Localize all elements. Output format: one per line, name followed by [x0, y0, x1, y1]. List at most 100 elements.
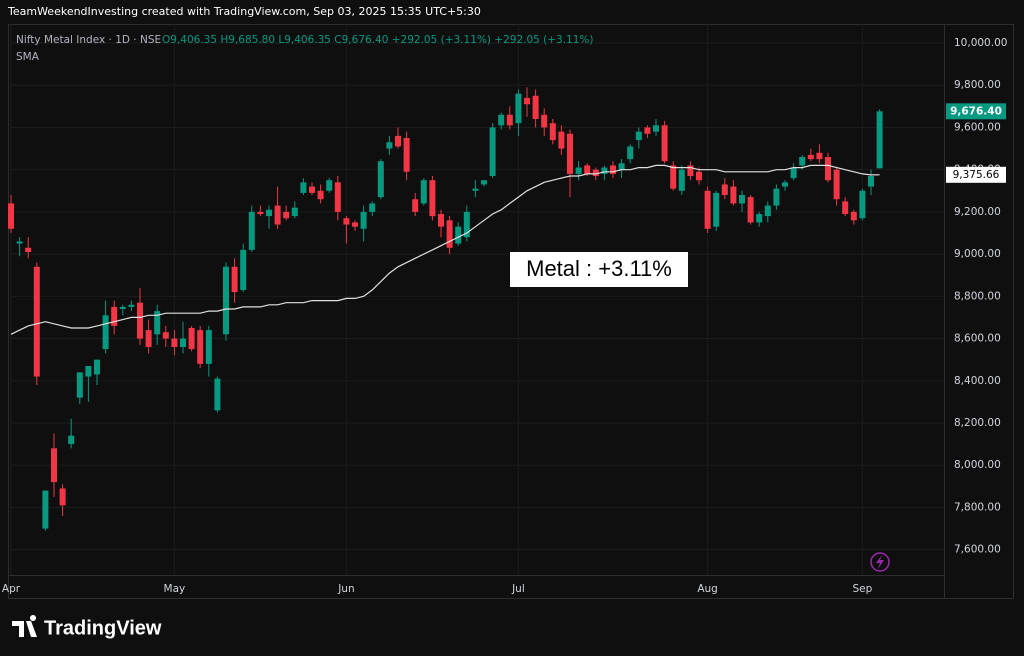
- candle-body: [807, 154, 814, 160]
- candle-body: [850, 211, 857, 221]
- candle-body: [790, 167, 797, 179]
- ohlc-legend: O9,406.35 H9,685.80 L9,406.35 C9,676.40 …: [162, 34, 594, 46]
- candle-body: [644, 127, 651, 134]
- candle-body: [274, 205, 281, 225]
- candle-body: [395, 135, 401, 147]
- candle-body: [119, 306, 126, 309]
- candle-body: [653, 125, 659, 132]
- candle-body: [76, 372, 83, 398]
- candle-body: [438, 214, 444, 227]
- last-price-tag: [946, 103, 1006, 120]
- sma-tag: [946, 166, 1006, 183]
- candle-body: [403, 138, 410, 172]
- candle-body: [773, 188, 780, 206]
- candle-body: [610, 165, 616, 174]
- candle-body: [549, 123, 556, 141]
- candle-body: [687, 165, 694, 176]
- candle-body: [592, 169, 599, 176]
- candle-body: [162, 332, 169, 339]
- candle-body: [317, 190, 324, 200]
- brand-logo: [12, 615, 37, 637]
- annotation-box: [510, 252, 688, 287]
- candle-body: [618, 163, 625, 170]
- candle-body: [154, 311, 161, 335]
- candle-body: [661, 125, 668, 162]
- x-tick-label: Jun: [337, 583, 354, 595]
- candle-body: [876, 111, 883, 169]
- candle-body: [481, 180, 487, 185]
- annotation: Metal : +3.11%: [526, 256, 672, 281]
- y-tick-label: 8,400.00: [954, 375, 1001, 387]
- candle-body: [713, 192, 720, 227]
- candle-body: [360, 211, 367, 229]
- candle-body: [584, 165, 591, 174]
- alert-icon[interactable]: [870, 552, 890, 572]
- symbol-title: Nifty Metal Index · 1D · NSE: [16, 34, 161, 46]
- grid: [8, 24, 944, 575]
- y-tick-label: 7,600.00: [954, 544, 1001, 556]
- candle-body: [756, 214, 763, 223]
- candle-body: [842, 201, 849, 214]
- candle-body: [137, 302, 143, 339]
- candle-body: [730, 186, 737, 204]
- candle-body: [266, 209, 272, 217]
- candle-body: [455, 226, 462, 244]
- candle-body: [833, 169, 840, 200]
- candle-body: [197, 330, 204, 364]
- candle-body: [240, 249, 247, 290]
- candle-body: [696, 171, 702, 181]
- candle-body: [25, 247, 32, 252]
- header: TeamWeekendInvesting created with Tradin…: [7, 5, 481, 18]
- candle-body: [541, 114, 548, 128]
- labels: 7,600.00 7,800.00 8,000.00 8,200.00 8,400.00…: [2, 37, 1008, 595]
- candle-body: [386, 142, 393, 149]
- frame: [8, 24, 1014, 599]
- y-tick-label: 9,600.00: [954, 121, 1001, 133]
- candle-body: [188, 328, 195, 350]
- last-price-label: 9,676.40: [950, 105, 1002, 117]
- candle-body: [223, 266, 229, 335]
- candle-body: [33, 266, 40, 377]
- candle-body: [205, 330, 212, 364]
- candle-body: [145, 330, 152, 347]
- x-tick-label: Apr: [2, 583, 21, 595]
- candle-body: [498, 114, 505, 126]
- candle-body: [85, 366, 92, 377]
- candle-body: [59, 488, 66, 506]
- alert-bolt: [876, 555, 884, 569]
- candle-body: [283, 211, 290, 219]
- candle-body: [16, 241, 23, 244]
- brand: TradingView: [44, 617, 162, 639]
- sma-line: [10, 164, 880, 335]
- candle-body: [515, 93, 522, 124]
- candle-body: [326, 180, 333, 191]
- candle-body: [128, 304, 135, 307]
- y-tick-label: 7,800.00: [954, 501, 1001, 513]
- y-tick-label: 9,200.00: [954, 206, 1001, 218]
- x-tick-label: Aug: [697, 583, 718, 595]
- candle-body: [532, 95, 539, 119]
- candle-body: [300, 182, 307, 193]
- y-tick-label: 9,800.00: [954, 79, 1001, 91]
- candle-body: [42, 490, 49, 529]
- candle-body: [94, 359, 100, 375]
- x-tick-label: May: [164, 583, 186, 595]
- sma-label: 9,375.66: [953, 169, 1000, 181]
- x-tick-label: Sep: [853, 583, 873, 595]
- candle-body: [799, 157, 806, 166]
- candle-body: [420, 180, 427, 204]
- candle-body: [472, 188, 479, 191]
- candle-body: [825, 157, 831, 181]
- marks: [8, 87, 883, 531]
- candle-body: [446, 220, 453, 248]
- candle-body: [463, 211, 470, 238]
- y-tick-label: 8,200.00: [954, 417, 1001, 429]
- candle-body: [567, 133, 573, 174]
- candle-body: [231, 266, 238, 293]
- candle-body: [489, 127, 496, 176]
- candle-body: [102, 315, 109, 350]
- candle-body: [558, 131, 565, 149]
- candle-body: [524, 97, 530, 105]
